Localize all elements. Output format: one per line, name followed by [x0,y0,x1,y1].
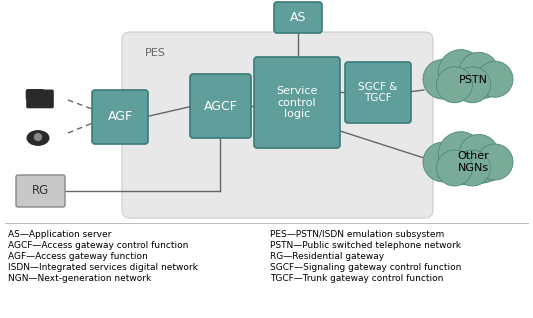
Circle shape [477,144,513,180]
Text: AGF—Access gateway function: AGF—Access gateway function [8,252,148,261]
Circle shape [437,150,472,186]
Circle shape [459,52,498,92]
Text: AS: AS [290,11,306,24]
Text: NGN—Next-generation network: NGN—Next-generation network [8,274,151,283]
Text: Other
NGNs: Other NGNs [457,151,489,173]
Text: ISDN—Integrated services digital network: ISDN—Integrated services digital network [8,263,198,272]
Ellipse shape [427,146,508,184]
FancyBboxPatch shape [16,175,65,207]
Ellipse shape [427,64,508,100]
Text: PES: PES [145,48,166,58]
Circle shape [423,142,463,182]
Circle shape [438,50,483,94]
Text: AGF: AGF [108,110,133,123]
Text: Service
control
logic: Service control logic [276,86,318,119]
Circle shape [438,132,483,177]
FancyBboxPatch shape [27,90,53,107]
Circle shape [34,133,43,142]
Text: AS—Application server: AS—Application server [8,230,111,239]
Text: PSTN: PSTN [458,75,488,85]
FancyBboxPatch shape [92,90,148,144]
FancyBboxPatch shape [27,90,44,99]
Text: PES—PSTN/ISDN emulation subsystem: PES—PSTN/ISDN emulation subsystem [270,230,444,239]
FancyBboxPatch shape [122,32,433,218]
Circle shape [459,135,498,174]
Text: RG: RG [32,184,49,197]
Text: RG—Residential gateway: RG—Residential gateway [270,252,384,261]
Circle shape [477,61,513,97]
Ellipse shape [27,131,49,145]
Circle shape [455,150,490,186]
FancyBboxPatch shape [190,74,251,138]
Text: TGCF—Trunk gateway control function: TGCF—Trunk gateway control function [270,274,443,283]
Circle shape [437,67,472,103]
FancyBboxPatch shape [274,2,322,33]
Text: SGCF—Signaling gateway control function: SGCF—Signaling gateway control function [270,263,462,272]
FancyBboxPatch shape [345,62,411,123]
Text: SGCF &
TGCF: SGCF & TGCF [358,82,398,103]
Text: AGCF: AGCF [204,100,237,113]
Circle shape [423,59,463,99]
FancyBboxPatch shape [254,57,340,148]
Text: AGCF—Access gateway control function: AGCF—Access gateway control function [8,241,188,250]
Text: PSTN—Public switched telephone network: PSTN—Public switched telephone network [270,241,461,250]
Circle shape [455,67,490,103]
